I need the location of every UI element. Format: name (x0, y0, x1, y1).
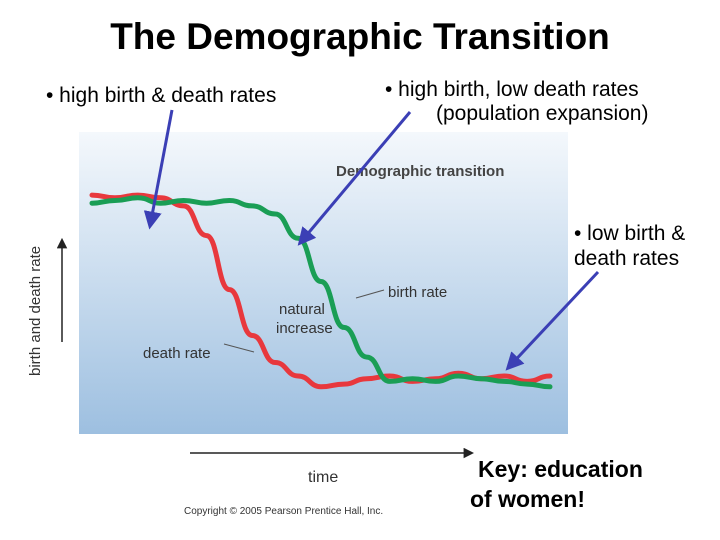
natural-increase-label-line2: increase (276, 320, 333, 337)
birth-rate-leader-line (355, 289, 385, 299)
stage3-bullet: • low birth & (574, 222, 686, 245)
key-note-line1: Key: education (478, 456, 643, 482)
stage2-pointer-arrow (297, 111, 412, 246)
stage1-pointer-arrow (143, 109, 174, 230)
page-title: The Demographic Transition (110, 16, 610, 57)
stage2-bullet-continuation: (population expansion) (436, 102, 649, 125)
x-axis-label: time (308, 469, 338, 486)
birth-rate-series-line (89, 195, 553, 390)
figure-heading: Demographic transition (336, 163, 504, 180)
stage2-bullet: • high birth, low death rates (385, 78, 639, 101)
death-rate-leader-line (223, 343, 255, 353)
copyright-notice: Copyright © 2005 Pearson Prentice Hall, … (184, 506, 384, 517)
stage3-bullet-continuation: death rates (574, 247, 680, 270)
key-note-line2: of women! (470, 486, 585, 512)
death-rate-label: death rate (143, 345, 211, 362)
y-axis-label: birth and death rate (27, 246, 44, 376)
birth-rate-label: birth rate (388, 284, 447, 301)
natural-increase-label-line1: natural (279, 301, 325, 318)
stage3-pointer-arrow (505, 270, 600, 371)
stage1-bullet: • high birth & death rates (46, 84, 277, 107)
